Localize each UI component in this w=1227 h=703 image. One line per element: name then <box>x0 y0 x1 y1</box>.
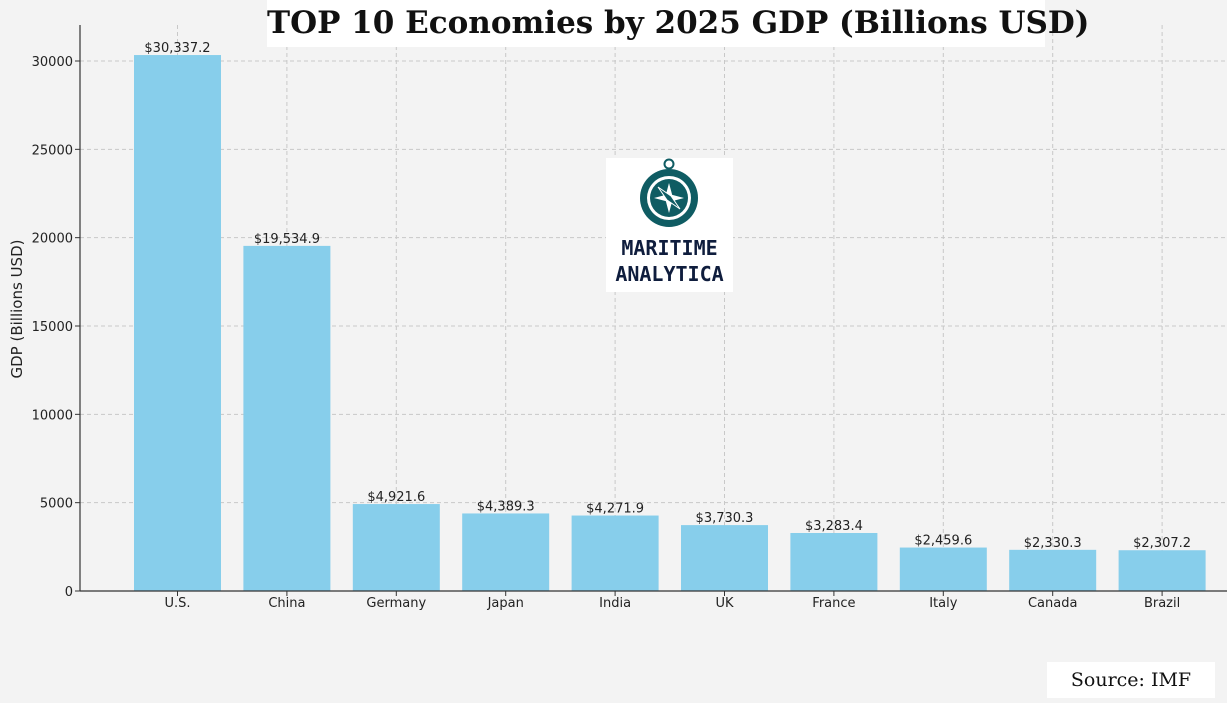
bar-uk <box>681 525 768 591</box>
x-tick-label: UK <box>715 596 734 611</box>
y-tick-label: 30000 <box>32 55 73 70</box>
x-tick-label: Germany <box>366 596 426 611</box>
logo-text-line1: MARITIME <box>621 236 718 260</box>
bar-value-label: $4,921.6 <box>367 490 425 505</box>
x-tick-label: China <box>268 596 305 611</box>
y-tick-label: 0 <box>65 585 73 600</box>
bar-india <box>571 515 659 591</box>
bar-value-label: $3,730.3 <box>696 511 754 526</box>
x-tick-label: Japan <box>487 596 524 611</box>
x-tick-label: Italy <box>929 596 958 611</box>
source-note: Source: IMF <box>1047 662 1215 698</box>
bar-germany <box>352 504 440 591</box>
y-tick-label: 20000 <box>32 232 73 247</box>
y-tick-label: 25000 <box>32 143 73 158</box>
logo-text-line2: ANALYTICA <box>615 262 724 286</box>
y-tick-label: 10000 <box>32 408 73 423</box>
bar-france <box>790 532 878 591</box>
bar-us <box>134 55 221 592</box>
y-tick-label: 5000 <box>40 497 73 512</box>
bar-value-label: $2,459.6 <box>914 534 972 549</box>
bar-value-label: $2,307.2 <box>1133 536 1191 551</box>
bar-value-label: $4,271.9 <box>586 502 644 517</box>
maritime-analytica-logo: MARITIME ANALYTICA <box>606 158 733 292</box>
x-tick-label: India <box>599 596 631 611</box>
y-tick-label: 15000 <box>32 320 73 335</box>
bar-value-label: $30,337.2 <box>144 41 210 56</box>
bar-japan <box>462 513 550 591</box>
x-tick-label: U.S. <box>164 596 190 611</box>
bar-value-label: $2,330.3 <box>1024 536 1082 551</box>
chart-title: TOP 10 Economies by 2025 GDP (Billions U… <box>267 0 1089 47</box>
bar-value-label: $3,283.4 <box>805 519 863 534</box>
bar-china <box>243 245 331 592</box>
bar-italy <box>899 547 987 591</box>
bar-canada <box>1009 549 1097 591</box>
x-tick-label: Canada <box>1028 596 1077 611</box>
bar-value-label: $4,389.3 <box>477 499 535 514</box>
bar-value-label: $19,534.9 <box>254 232 320 247</box>
compass-icon <box>640 158 698 227</box>
x-tick-label: France <box>812 596 855 611</box>
bar-brazil <box>1118 550 1206 591</box>
x-tick-label: Brazil <box>1144 596 1180 611</box>
y-axis-label: GDP (Billions USD) <box>8 239 26 379</box>
